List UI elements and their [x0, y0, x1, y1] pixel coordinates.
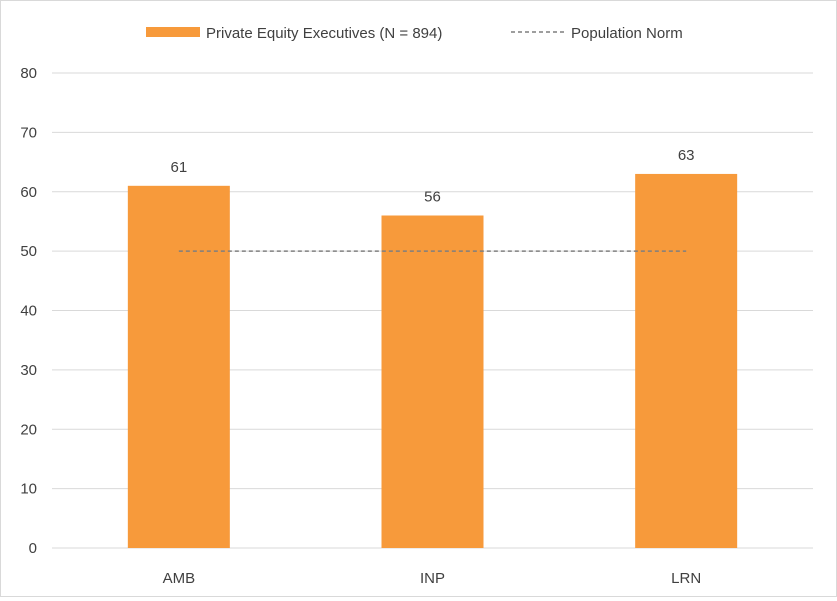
x-tick-label-lrn: LRN: [671, 570, 701, 587]
legend-bar-label: Private Equity Executives (N = 894): [206, 25, 442, 42]
y-tick-label-20: 20: [20, 421, 37, 438]
legend-bar-swatch: [146, 27, 200, 37]
y-tick-label-70: 70: [20, 124, 37, 141]
y-tick-label-0: 0: [29, 540, 37, 557]
y-tick-label-40: 40: [20, 303, 37, 320]
data-label-inp: 56: [424, 189, 441, 206]
y-tick-label-30: 30: [20, 362, 37, 379]
data-label-amb: 61: [170, 159, 187, 176]
x-tick-label-inp: INP: [420, 570, 445, 587]
legend: Private Equity Executives (N = 894) Popu…: [146, 25, 683, 42]
x-axis: AMB INP LRN: [163, 570, 702, 587]
y-tick-label-10: 10: [20, 481, 37, 498]
bar-amb: [127, 185, 230, 548]
y-tick-label-80: 80: [20, 65, 37, 82]
legend-line-label: Population Norm: [571, 25, 683, 42]
y-tick-label-60: 60: [20, 184, 37, 201]
y-axis: 0 10 20 30 40 50 60 70 80: [20, 65, 37, 557]
bar-inp: [381, 215, 484, 548]
y-tick-label-50: 50: [20, 243, 37, 260]
data-labels: 61 56 63: [170, 147, 694, 206]
bar-lrn: [635, 173, 738, 548]
bars: [127, 173, 738, 548]
data-label-lrn: 63: [678, 147, 695, 164]
x-tick-label-amb: AMB: [163, 570, 196, 587]
